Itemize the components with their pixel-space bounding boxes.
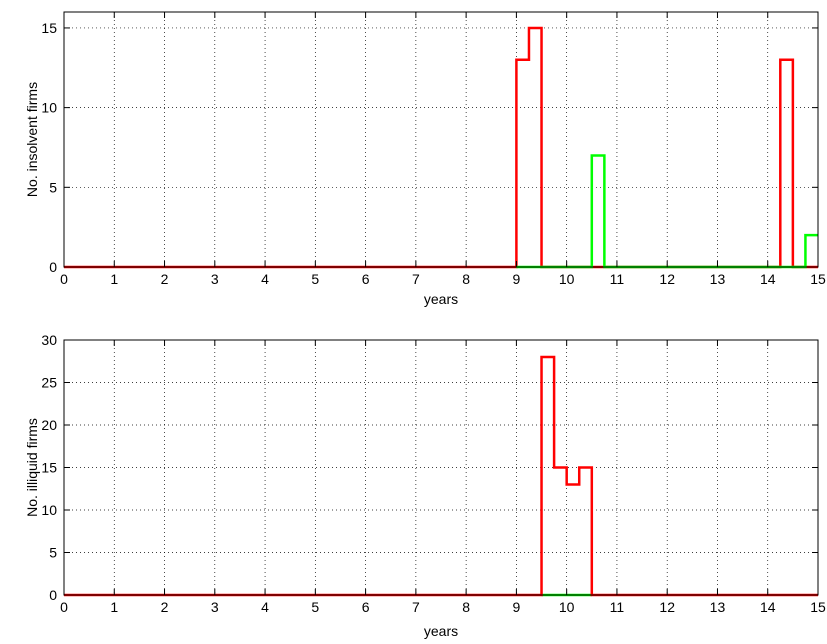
x-tick-label: 10 (559, 271, 575, 287)
x-tick-labels: 0 1 2 3 4 5 6 7 8 9 10 11 12 13 14 15 (60, 271, 826, 287)
green-series-line (516, 154, 818, 269)
x-tick-label: 2 (161, 271, 169, 287)
y-tick-label: 15 (41, 460, 57, 476)
x-tick-label: 6 (362, 599, 370, 615)
y-tick-label: 5 (49, 545, 57, 561)
x-tick-label: 15 (810, 599, 826, 615)
y-axis-title: No. insolvent firms (24, 82, 40, 197)
x-tick-label: 9 (513, 599, 521, 615)
x-tick-label: 11 (610, 599, 625, 615)
x-tick-label: 12 (659, 599, 675, 615)
x-tick-label: 12 (659, 271, 675, 287)
x-tick-label: 14 (760, 271, 776, 287)
x-tick-label: 4 (261, 599, 269, 615)
x-tick-label: 13 (710, 599, 726, 615)
tick-marks (63, 12, 819, 268)
y-tick-label: 0 (49, 587, 57, 603)
x-tick-label: 8 (462, 271, 470, 287)
y-tick-label: 30 (41, 332, 57, 348)
y-tick-label: 20 (41, 417, 57, 433)
x-axis-title: years (424, 623, 458, 639)
x-tick-label: 3 (211, 271, 219, 287)
x-tick-label: 9 (513, 271, 521, 287)
y-tick-labels: 0 5 10 15 (41, 20, 57, 275)
x-tick-labels: 0 1 2 3 4 5 6 7 8 9 10 11 12 13 14 15 (60, 599, 826, 615)
series-group (64, 26, 818, 269)
x-tick-label: 3 (211, 599, 219, 615)
plot-area (64, 12, 818, 267)
plot-frame (63, 11, 819, 268)
x-tick-label: 13 (710, 271, 726, 287)
x-tick-label: 14 (760, 599, 776, 615)
grid (64, 340, 818, 595)
x-tick-label: 8 (462, 599, 470, 615)
x-tick-label: 1 (110, 271, 118, 287)
x-tick-label: 1 (110, 599, 118, 615)
x-tick-label: 15 (810, 271, 826, 287)
red-series-line (64, 355, 818, 597)
x-tick-label: 11 (610, 271, 625, 287)
y-tick-label: 10 (41, 502, 57, 518)
x-tick-label: 5 (311, 271, 319, 287)
x-axis-title: years (424, 291, 458, 307)
y-tick-label: 0 (49, 259, 57, 275)
y-axis-title: No. illiquid firms (24, 418, 40, 517)
x-tick-label: 2 (161, 599, 169, 615)
x-tick-label: 4 (261, 271, 269, 287)
y-tick-label: 10 (41, 100, 57, 116)
x-tick-label: 6 (362, 271, 370, 287)
x-tick-label: 7 (412, 599, 420, 615)
y-tick-labels: 0 5 10 15 20 25 30 (41, 332, 57, 603)
x-tick-label: 10 (559, 599, 575, 615)
y-tick-label: 25 (41, 375, 57, 391)
red-series-line (64, 26, 818, 269)
x-tick-label: 5 (311, 599, 319, 615)
x-tick-label: 0 (60, 599, 68, 615)
grid (64, 12, 818, 267)
x-tick-label: 7 (412, 271, 420, 287)
y-tick-label: 5 (49, 179, 57, 195)
tick-marks (63, 339, 819, 596)
x-tick-label: 0 (60, 271, 68, 287)
y-tick-label: 15 (41, 20, 57, 36)
